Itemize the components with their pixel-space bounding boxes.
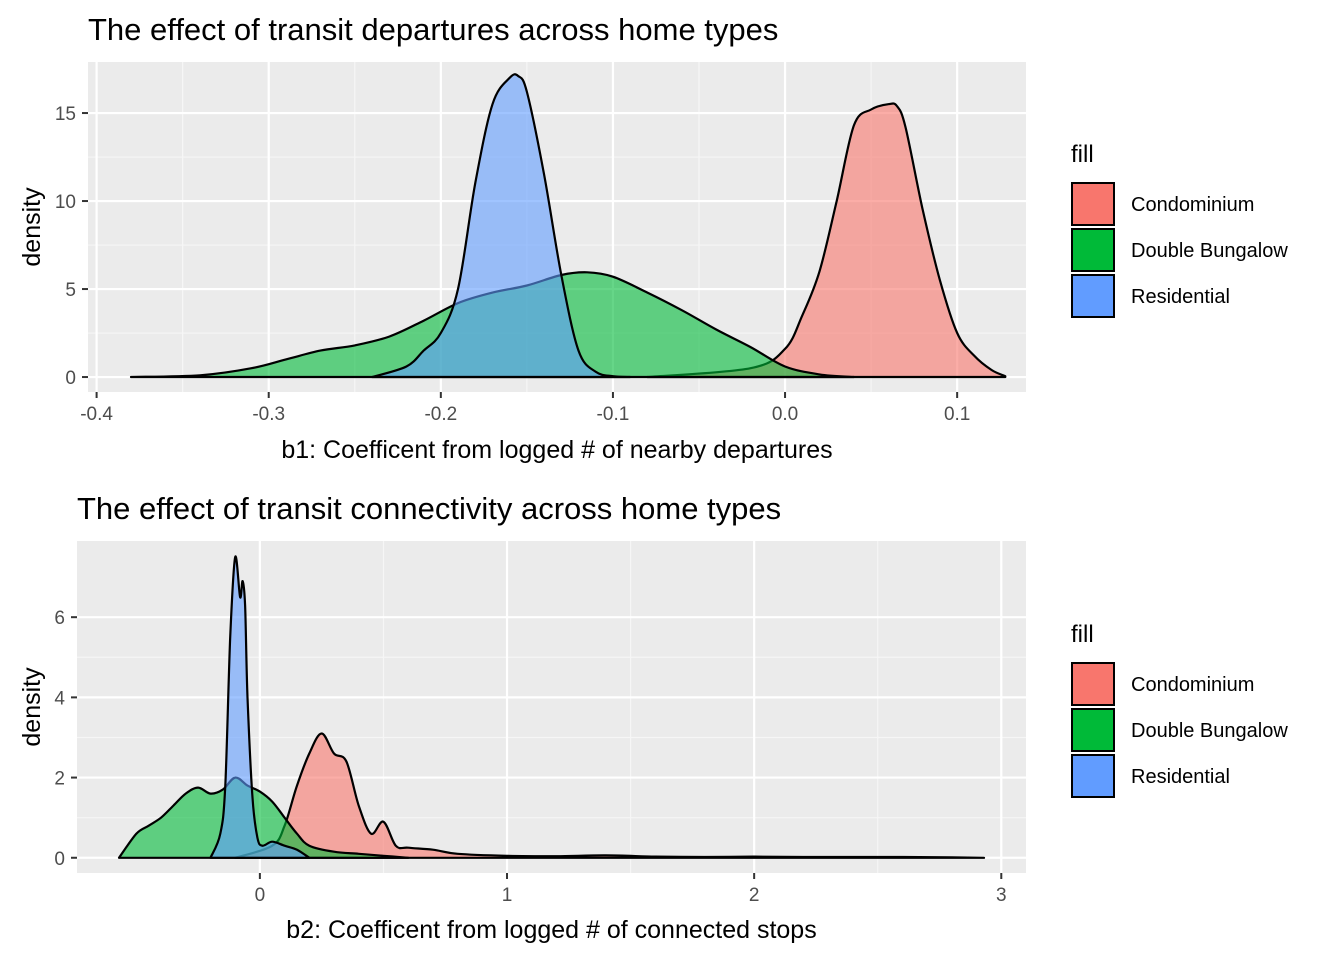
x-tick-label: 0.1 (944, 404, 970, 425)
y-tick-label: 5 (65, 280, 76, 301)
axis-ticks: -0.4 -0.3 -0.2 -0.1 0.0 0.1 0 5 10 15 (55, 104, 971, 425)
legend-key-swatch (1071, 228, 1115, 272)
legend-label: Residential (1131, 286, 1230, 308)
y-tick-label: 2 (54, 769, 65, 790)
legend-title: fill (1071, 141, 1094, 168)
x-tick-label: -0.2 (424, 404, 457, 425)
x-tick-label: 2 (749, 885, 760, 906)
x-tick-label: -0.1 (597, 404, 630, 425)
legend-label: Double Bungalow (1131, 240, 1288, 262)
legend-key-swatch (1071, 708, 1115, 752)
legend-label: Residential (1131, 766, 1230, 788)
legend: fill Condominium Double Bungalow Residentia… (1071, 621, 1288, 798)
x-tick-label: 0 (255, 885, 266, 906)
legend: fill Condominium Double Bungalow Residentia… (1071, 141, 1288, 318)
y-tick-label: 6 (54, 608, 65, 629)
y-tick-label: 10 (55, 192, 76, 213)
legend-label: Double Bungalow (1131, 720, 1288, 742)
panel-transit-connectivity: The effect of transit connectivity acros… (18, 491, 1288, 944)
legend-key-swatch (1071, 754, 1115, 798)
y-tick-label: 0 (54, 849, 65, 870)
chart-title: The effect of transit connectivity acros… (77, 491, 781, 526)
density-area-condominium (646, 102, 1007, 379)
x-axis-title: b1: Coefficent from logged # of nearby d… (281, 436, 832, 464)
y-tick-label: 15 (55, 104, 76, 125)
legend-key-swatch (1071, 662, 1115, 706)
x-tick-label: -0.3 (252, 404, 285, 425)
legend-label: Condominium (1131, 194, 1254, 216)
panel-transit-departures: The effect of transit departures across … (18, 12, 1288, 464)
legend-title: fill (1071, 621, 1094, 648)
x-tick-label: 0.0 (772, 404, 798, 425)
y-tick-label: 4 (54, 688, 65, 709)
x-axis-title: b2: Coefficent from logged # of connecte… (286, 916, 816, 944)
density-area-residential (370, 73, 632, 379)
x-tick-label: -0.4 (80, 404, 113, 425)
density-areas (117, 555, 986, 859)
axis-ticks: 0 1 2 3 0 2 4 6 (54, 608, 1006, 906)
legend-label: Condominium (1131, 674, 1254, 696)
legend-key-swatch (1071, 274, 1115, 318)
density-area-residential (209, 555, 311, 859)
y-tick-label: 0 (65, 368, 76, 389)
x-tick-label: 3 (996, 885, 1007, 906)
x-tick-label: 1 (502, 885, 513, 906)
density-areas (129, 73, 1007, 379)
chart-title: The effect of transit departures across … (88, 12, 778, 47)
y-axis-title: density (18, 187, 46, 267)
legend-key-swatch (1071, 182, 1115, 226)
y-axis-title: density (18, 667, 46, 747)
